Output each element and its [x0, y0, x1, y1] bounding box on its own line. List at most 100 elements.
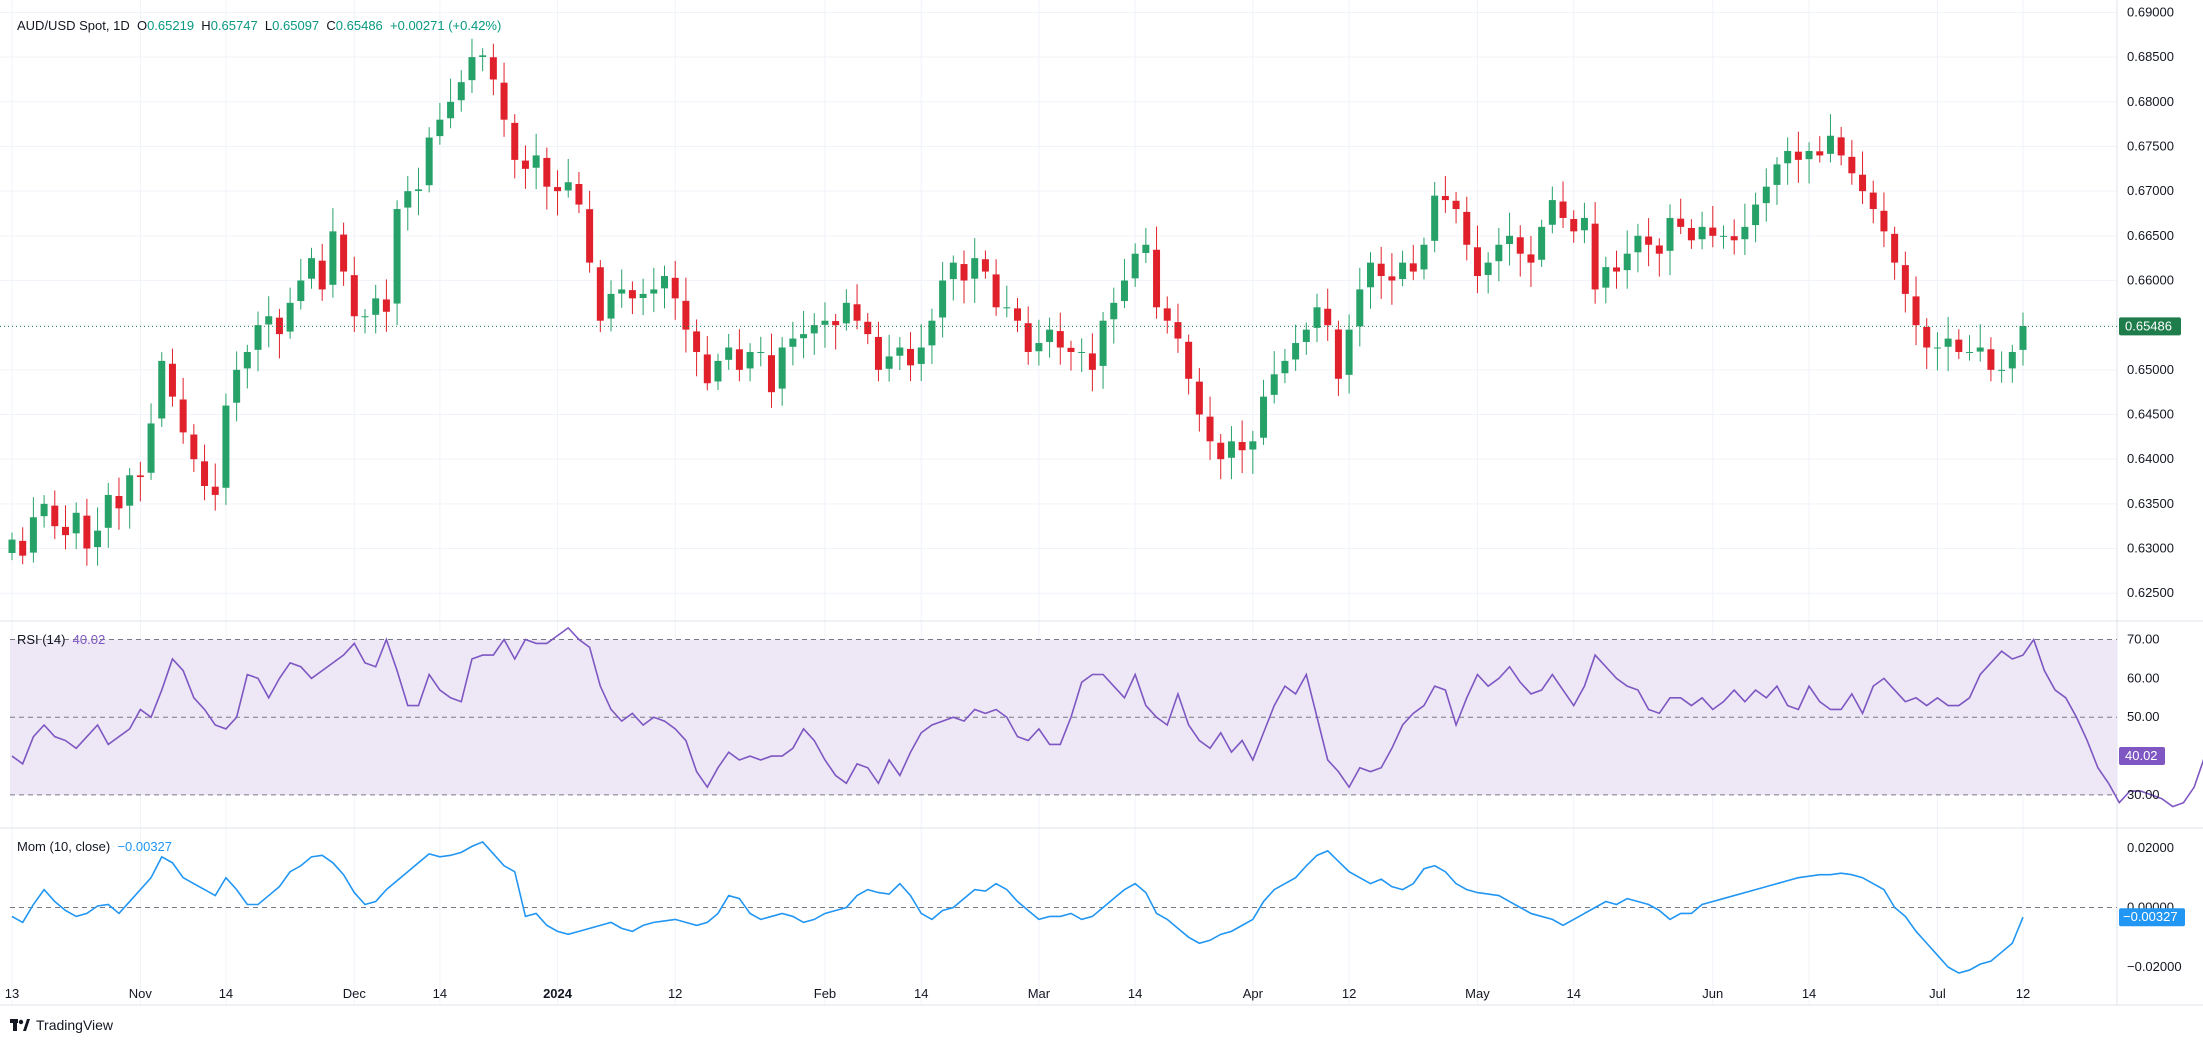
candle-body: [832, 321, 840, 326]
candle: [1901, 251, 1909, 313]
candle: [1602, 256, 1610, 304]
candle: [1880, 192, 1888, 248]
candle: [960, 250, 968, 304]
candle-body: [168, 363, 176, 397]
candle-body: [1933, 347, 1941, 349]
time-tick-label: Nov: [129, 986, 153, 1001]
candle: [821, 302, 829, 348]
candle: [917, 324, 925, 382]
candle: [51, 490, 59, 540]
candle: [1484, 252, 1492, 294]
grid: [0, 0, 2117, 1005]
candle-body: [1634, 235, 1642, 253]
rsi-tick-label: 30.00: [2127, 787, 2160, 802]
candle: [1912, 276, 1920, 346]
candle-body: [1613, 267, 1621, 272]
candle-body: [1217, 442, 1225, 460]
rsi-last-label: 40.02: [2125, 748, 2158, 763]
candle: [1345, 314, 1353, 394]
candle: [543, 147, 551, 210]
candle: [254, 311, 262, 372]
candle: [136, 461, 144, 502]
price-tick-label: 0.64500: [2127, 407, 2174, 422]
candle: [575, 172, 583, 214]
rsi-pane[interactable]: [10, 626, 2203, 808]
candle-body: [1046, 329, 1054, 342]
candle: [1869, 180, 1877, 224]
candle-body: [1591, 223, 1599, 290]
candle-body: [340, 234, 348, 272]
candle: [1227, 426, 1235, 480]
candle-body: [297, 280, 305, 302]
candle-body: [842, 302, 850, 324]
mom-last-tag: [2119, 908, 2185, 927]
candle: [350, 256, 358, 332]
price-tick-label: 0.64000: [2127, 451, 2174, 466]
candle-body: [147, 423, 155, 473]
candle-body: [243, 351, 251, 369]
candle: [949, 255, 957, 301]
candle: [586, 190, 594, 273]
candle: [500, 62, 508, 137]
open-label: O: [136, 18, 148, 33]
candle: [1388, 253, 1396, 305]
candle: [361, 309, 369, 334]
candle-body: [329, 231, 337, 285]
candle: [286, 287, 294, 339]
candle-body: [500, 82, 508, 120]
candle-body: [1784, 150, 1792, 164]
candle: [554, 170, 562, 216]
candle-body: [94, 530, 102, 548]
candle-body: [1752, 204, 1760, 226]
candle: [511, 114, 519, 179]
candle-body: [992, 274, 1000, 308]
tradingview-logo[interactable]: TradingView: [10, 1017, 113, 1033]
candle-body: [318, 260, 326, 290]
candle-body: [757, 351, 765, 353]
candle-body: [286, 302, 294, 332]
candle: [1891, 226, 1899, 280]
time-tick-label: Dec: [343, 986, 367, 1001]
time-tick-label: 14: [1802, 986, 1816, 1001]
candle-body: [1409, 263, 1417, 272]
candle-body: [1377, 263, 1385, 277]
candle: [29, 497, 37, 563]
time-axis[interactable]: 13 Nov 14 Dec 14 2024 12 Feb 14 Mar 14 Apr 12 May 14 Ju…: [5, 986, 2030, 1001]
candle-body: [1655, 245, 1663, 254]
candle-body: [628, 290, 636, 299]
candle: [907, 332, 915, 382]
candle-body: [1024, 323, 1032, 352]
price-axis[interactable]: 0.62500 0.63000 0.63500 0.64000 0.64500 0.650…: [2119, 4, 2185, 974]
candle: [94, 507, 102, 566]
candle-body: [489, 57, 497, 80]
candle: [1933, 332, 1941, 371]
candle-body: [1238, 442, 1246, 451]
price-pane[interactable]: [0, 38, 2117, 566]
candle-body: [1345, 329, 1353, 375]
candle: [489, 43, 497, 96]
time-tick-label: Apr: [1243, 986, 1264, 1001]
candle: [1591, 202, 1599, 304]
candle-body: [885, 356, 893, 369]
candle-body: [404, 191, 412, 208]
candle: [329, 208, 337, 298]
rsi-legend: RSI (14) 40.02: [17, 632, 105, 647]
candle-body: [639, 293, 647, 299]
candle: [789, 321, 797, 366]
mom-legend: Mom (10, close) −0.00327: [17, 839, 172, 854]
price-tick-label: 0.63500: [2127, 496, 2174, 511]
momentum-pane[interactable]: [10, 840, 2117, 974]
candle: [72, 502, 80, 550]
price-tick-label: 0.69000: [2127, 4, 2174, 19]
candle: [425, 127, 433, 193]
candle-body: [543, 157, 551, 187]
candle-body: [468, 57, 476, 81]
candle: [1441, 175, 1449, 213]
candle-body: [1420, 244, 1428, 270]
candle: [928, 308, 936, 364]
candle: [1495, 227, 1503, 282]
candle: [318, 243, 326, 301]
candle-body: [1762, 186, 1770, 204]
candle-body: [179, 399, 187, 433]
candle: [1238, 420, 1246, 474]
